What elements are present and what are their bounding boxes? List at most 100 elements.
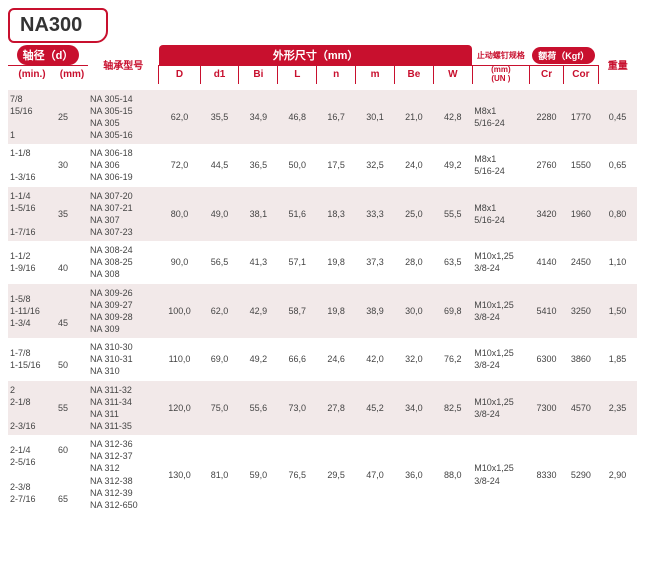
cell-weight: 0,65 bbox=[598, 144, 637, 186]
cell-Be: 32,0 bbox=[394, 338, 433, 380]
cell-W: 42,8 bbox=[433, 90, 472, 145]
cell-Cr: 7300 bbox=[529, 381, 563, 436]
cell-n: 24,6 bbox=[317, 338, 356, 380]
cell-m: 33,3 bbox=[356, 187, 395, 242]
cell-Bi: 36,5 bbox=[239, 144, 278, 186]
cell-weight: 0,45 bbox=[598, 90, 637, 145]
cell-weight: 0,80 bbox=[598, 187, 637, 242]
col-W: W bbox=[433, 66, 472, 84]
shaft-dia-label: 轴径（d） bbox=[17, 45, 80, 65]
load-rating-label: 额荷（Kgf） bbox=[532, 47, 595, 64]
cell-Bi: 59,0 bbox=[239, 435, 278, 514]
cell-thread: M10x1,253/8-24 bbox=[472, 338, 529, 380]
cell-D: 100,0 bbox=[159, 284, 200, 339]
cell-models: NA 310-30NA 310-31NA 310 bbox=[88, 338, 159, 380]
cell-models: NA 311-32NA 311-34NA 311NA 311-35 bbox=[88, 381, 159, 436]
col-Cr: Cr bbox=[529, 66, 563, 84]
cell-thread: M10x1,253/8-24 bbox=[472, 241, 529, 283]
table-row: 1-1/21-9/16 40NA 308-24NA 308-25NA 30890… bbox=[8, 241, 637, 283]
cell-d1: 35,5 bbox=[200, 90, 239, 145]
cell-d1: 69,0 bbox=[200, 338, 239, 380]
cell-L: 76,5 bbox=[278, 435, 317, 514]
model-col-label: 轴承型号 bbox=[88, 45, 159, 84]
cell-d1: 81,0 bbox=[200, 435, 239, 514]
cell-Be: 30,0 bbox=[394, 284, 433, 339]
cell-Cr: 2280 bbox=[529, 90, 563, 145]
cell-mm: 30 bbox=[56, 144, 88, 186]
table-row: 1-5/81-11/161-3/4 45NA 309-26NA 309-27NA… bbox=[8, 284, 637, 339]
cell-models: NA 307-20NA 307-21NA 307NA 307-23 bbox=[88, 187, 159, 242]
cell-min: 7/815/16 1 bbox=[8, 90, 56, 145]
table-row: 22-1/8 2-3/1655NA 311-32NA 311-34NA 311N… bbox=[8, 381, 637, 436]
cell-Be: 34,0 bbox=[394, 381, 433, 436]
col-Bi: Bi bbox=[239, 66, 278, 84]
cell-n: 17,5 bbox=[317, 144, 356, 186]
cell-thread: M8x15/16-24 bbox=[472, 144, 529, 186]
data-table: 7/815/16 125NA 305-14NA 305-15NA 305NA 3… bbox=[8, 90, 637, 514]
cell-Cr: 6300 bbox=[529, 338, 563, 380]
col-n: n bbox=[317, 66, 356, 84]
model-title-box: NA300 bbox=[8, 8, 108, 43]
mm-unit-label: (mm) bbox=[56, 66, 88, 84]
cell-W: 88,0 bbox=[433, 435, 472, 514]
cell-mm: 60 65 bbox=[56, 435, 88, 514]
cell-m: 47,0 bbox=[356, 435, 395, 514]
cell-models: NA 305-14NA 305-15NA 305NA 305-16 bbox=[88, 90, 159, 145]
cell-D: 130,0 bbox=[159, 435, 200, 514]
cell-D: 80,0 bbox=[159, 187, 200, 242]
cell-n: 19,8 bbox=[317, 284, 356, 339]
cell-d1: 49,0 bbox=[200, 187, 239, 242]
model-title: NA300 bbox=[20, 14, 82, 36]
cell-Cr: 2760 bbox=[529, 144, 563, 186]
cell-models: NA 312-36NA 312-37NA 312NA 312-38NA 312-… bbox=[88, 435, 159, 514]
cell-L: 73,0 bbox=[278, 381, 317, 436]
cell-L: 66,6 bbox=[278, 338, 317, 380]
cell-m: 42,0 bbox=[356, 338, 395, 380]
cell-Cor: 4570 bbox=[564, 381, 598, 436]
cell-m: 38,9 bbox=[356, 284, 395, 339]
col-m: m bbox=[356, 66, 395, 84]
cell-d1: 75,0 bbox=[200, 381, 239, 436]
cell-Cor: 1770 bbox=[564, 90, 598, 145]
col-d1: d1 bbox=[200, 66, 239, 84]
header-table: 轴径（d） 轴承型号 外形尺寸（mm） 止动螺钉规格 额荷（Kgf） 重量 (m… bbox=[8, 45, 637, 84]
cell-min: 2-1/42-5/16 2-3/82-7/16 bbox=[8, 435, 56, 514]
cell-W: 63,5 bbox=[433, 241, 472, 283]
table-row: 1-7/81-15/16 50NA 310-30NA 310-31NA 3101… bbox=[8, 338, 637, 380]
col-L: L bbox=[278, 66, 317, 84]
cell-n: 18,3 bbox=[317, 187, 356, 242]
cell-L: 50,0 bbox=[278, 144, 317, 186]
cell-min: 22-1/8 2-3/16 bbox=[8, 381, 56, 436]
cell-mm: 35 bbox=[56, 187, 88, 242]
cell-D: 90,0 bbox=[159, 241, 200, 283]
cell-models: NA 309-26NA 309-27NA 309-28NA 309 bbox=[88, 284, 159, 339]
cell-Be: 21,0 bbox=[394, 90, 433, 145]
cell-weight: 1,50 bbox=[598, 284, 637, 339]
cell-m: 37,3 bbox=[356, 241, 395, 283]
cell-n: 19,8 bbox=[317, 241, 356, 283]
cell-weight: 1,10 bbox=[598, 241, 637, 283]
cell-mm: 40 bbox=[56, 241, 88, 283]
cell-D: 62,0 bbox=[159, 90, 200, 145]
cell-n: 16,7 bbox=[317, 90, 356, 145]
cell-n: 29,5 bbox=[317, 435, 356, 514]
cell-D: 110,0 bbox=[159, 338, 200, 380]
cell-n: 27,8 bbox=[317, 381, 356, 436]
cell-mm: 50 bbox=[56, 338, 88, 380]
cell-weight: 2,90 bbox=[598, 435, 637, 514]
table-row: 7/815/16 125NA 305-14NA 305-15NA 305NA 3… bbox=[8, 90, 637, 145]
cell-min: 1-1/8 1-3/16 bbox=[8, 144, 56, 186]
cell-m: 32,5 bbox=[356, 144, 395, 186]
cell-min: 1-7/81-15/16 bbox=[8, 338, 56, 380]
cell-Bi: 38,1 bbox=[239, 187, 278, 242]
cell-Cr: 3420 bbox=[529, 187, 563, 242]
cell-m: 30,1 bbox=[356, 90, 395, 145]
cell-thread: M8x15/16-24 bbox=[472, 90, 529, 145]
cell-L: 51,6 bbox=[278, 187, 317, 242]
cell-Bi: 49,2 bbox=[239, 338, 278, 380]
table-row: 1-1/8 1-3/1630NA 306-18NA 306NA 306-1972… bbox=[8, 144, 637, 186]
cell-Be: 24,0 bbox=[394, 144, 433, 186]
col-Cor: Cor bbox=[564, 66, 598, 84]
thread-spec-label: 止动螺钉规格 bbox=[472, 45, 529, 66]
cell-weight: 2,35 bbox=[598, 381, 637, 436]
